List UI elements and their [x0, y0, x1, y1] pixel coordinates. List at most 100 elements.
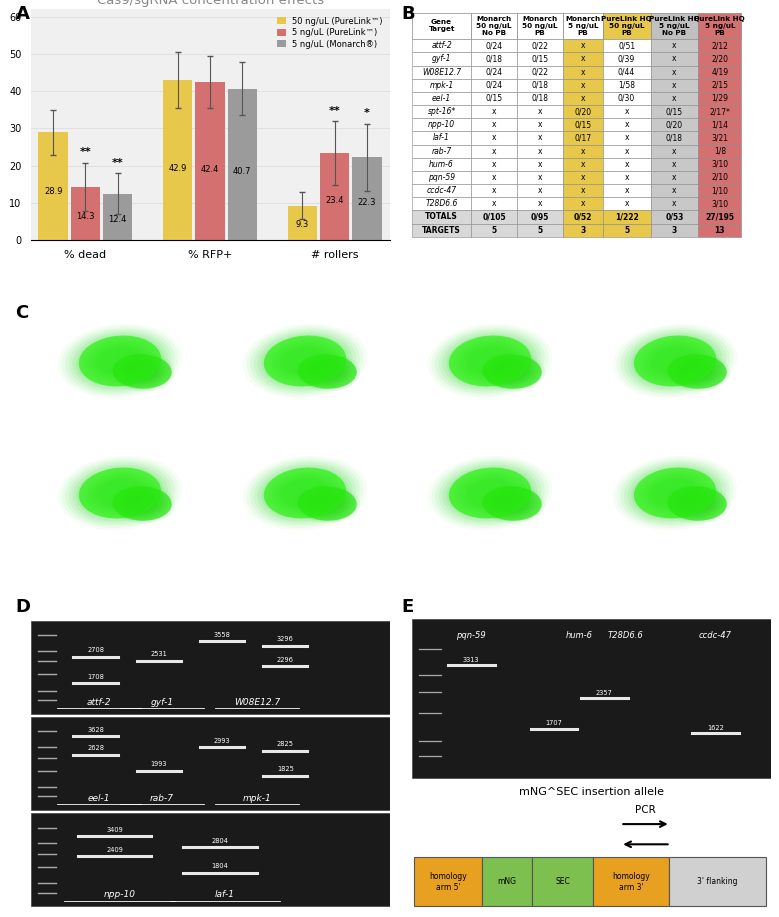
Bar	[698, 13, 742, 39]
Text: 2/15: 2/15	[711, 81, 728, 90]
Bar	[517, 105, 563, 118]
Text: x: x	[580, 173, 585, 182]
Text: x: x	[492, 120, 496, 129]
Bar	[471, 210, 517, 224]
Bar	[650, 79, 698, 92]
Title: Cas9/sgRNA concentration effects: Cas9/sgRNA concentration effects	[97, 0, 324, 6]
Text: 23.4: 23.4	[326, 196, 344, 205]
Text: 1707: 1707	[545, 720, 562, 726]
Text: x: x	[580, 186, 585, 195]
Bar	[603, 131, 650, 145]
Text: 2409: 2409	[106, 846, 123, 853]
Text: laf-1: laf-1	[215, 890, 235, 900]
Bar	[698, 171, 742, 184]
Bar	[412, 224, 471, 237]
Text: x: x	[624, 134, 629, 142]
Text: 4/19: 4/19	[711, 68, 728, 77]
Text: mpk-1: mpk-1	[242, 794, 271, 803]
Text: x: x	[538, 120, 542, 129]
Text: x: x	[580, 54, 585, 63]
Bar	[698, 105, 742, 118]
Bar	[603, 105, 650, 118]
Text: eel-1: eel-1	[432, 94, 451, 103]
Text: 0/44: 0/44	[618, 68, 635, 77]
Text: homology
arm 3': homology arm 3'	[612, 872, 650, 891]
Bar	[517, 79, 563, 92]
Bar	[412, 184, 471, 197]
Text: T28D6.6: T28D6.6	[425, 199, 458, 208]
Text: 9.3: 9.3	[296, 220, 309, 229]
Bar	[563, 131, 603, 145]
Bar	[412, 158, 471, 171]
Text: 3628: 3628	[87, 727, 104, 733]
Bar	[698, 224, 742, 237]
Bar	[563, 171, 603, 184]
Text: rab-7: rab-7	[432, 147, 452, 156]
Bar	[603, 65, 650, 79]
Bar	[563, 39, 603, 52]
Bar	[698, 65, 742, 79]
Bar	[320, 153, 349, 240]
Text: 5: 5	[538, 226, 543, 235]
Text: x: x	[492, 173, 496, 182]
Text: 2296: 2296	[277, 657, 294, 663]
Text: x: x	[492, 134, 496, 142]
Bar	[603, 118, 650, 131]
Text: 0/53: 0/53	[665, 213, 684, 221]
Bar	[412, 171, 471, 184]
Text: ccdc-47: ccdc-47	[427, 186, 456, 195]
Bar	[698, 158, 742, 171]
Bar	[412, 145, 471, 158]
Text: x: x	[492, 160, 496, 169]
Bar	[471, 197, 517, 210]
Bar	[698, 39, 742, 52]
Text: x: x	[672, 68, 677, 77]
Bar	[650, 158, 698, 171]
Bar	[698, 79, 742, 92]
Text: 0/24: 0/24	[485, 81, 502, 90]
Text: x: x	[538, 147, 542, 156]
Bar	[517, 118, 563, 131]
Text: x: x	[580, 81, 585, 90]
Bar	[412, 39, 471, 52]
Bar	[563, 105, 603, 118]
Text: 42.9: 42.9	[168, 164, 187, 172]
Bar	[471, 105, 517, 118]
Bar	[103, 194, 132, 240]
Text: x: x	[672, 186, 677, 195]
Bar	[563, 184, 603, 197]
Text: x: x	[672, 199, 677, 208]
Text: mNG: mNG	[498, 878, 516, 887]
Bar	[563, 65, 603, 79]
Bar	[412, 52, 471, 65]
Text: hum-6: hum-6	[429, 160, 454, 169]
Bar	[517, 184, 563, 197]
Bar	[563, 145, 603, 158]
Text: 2708: 2708	[87, 647, 104, 654]
Bar	[650, 184, 698, 197]
Bar	[38, 132, 68, 240]
Text: 0/18: 0/18	[532, 81, 548, 90]
Bar	[650, 52, 698, 65]
Bar	[603, 92, 650, 105]
Bar	[412, 65, 471, 79]
Text: x: x	[624, 199, 629, 208]
Text: x: x	[538, 107, 542, 116]
Text: Gene
Target: Gene Target	[428, 19, 455, 32]
Text: x: x	[672, 160, 677, 169]
Text: 3: 3	[580, 226, 586, 235]
Bar	[650, 39, 698, 52]
Bar	[517, 171, 563, 184]
Text: 0/24: 0/24	[485, 68, 502, 77]
Bar	[650, 131, 698, 145]
Bar	[517, 131, 563, 145]
Bar	[698, 145, 742, 158]
Text: 0/95: 0/95	[531, 213, 549, 221]
Text: x: x	[624, 173, 629, 182]
Text: 27/195: 27/195	[705, 213, 735, 221]
Text: 0/18: 0/18	[532, 94, 548, 103]
Bar	[471, 52, 517, 65]
Text: TOTALS: TOTALS	[425, 213, 458, 221]
Text: x: x	[580, 147, 585, 156]
Legend: 50 ng/uL (PureLink™), 5 ng/uL (PureLink™), 5 ng/uL (Monarch®): 50 ng/uL (PureLink™), 5 ng/uL (PureLink™…	[274, 14, 386, 52]
